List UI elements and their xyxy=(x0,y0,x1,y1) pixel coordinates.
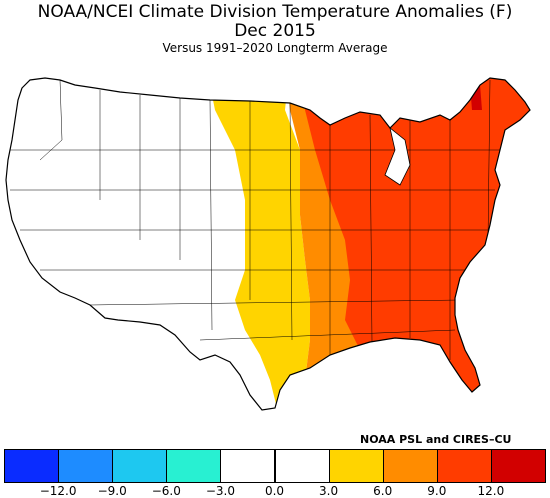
legend-tick-label: 0.0 xyxy=(264,484,285,498)
legend-swatch xyxy=(436,449,492,483)
map-date: Dec 2015 xyxy=(234,21,316,41)
legend-swatch xyxy=(220,449,276,483)
great-lakes xyxy=(384,126,411,186)
map-title: NOAA/NCEI Climate Division Temperature A… xyxy=(37,2,513,22)
map-subtitle: Versus 1991–2020 Longterm Average xyxy=(162,41,388,55)
color-legend xyxy=(4,449,546,483)
legend-tick-label: 9.0 xyxy=(427,484,447,498)
legend-swatch xyxy=(112,449,168,483)
legend-swatch xyxy=(382,449,438,483)
us-outline xyxy=(5,77,531,411)
legend-tick-label: −12.0 xyxy=(39,484,77,498)
legend-swatch xyxy=(4,449,60,483)
legend-tick-label: −3.0 xyxy=(205,484,235,498)
legend-tick-label: −6.0 xyxy=(151,484,181,498)
legend-swatch xyxy=(490,449,546,483)
legend-tick-label: 3.0 xyxy=(319,484,339,498)
division-boundaries xyxy=(8,79,500,360)
legend-swatch xyxy=(274,449,330,483)
legend-tick-label: −9.0 xyxy=(97,484,127,498)
legend-swatch xyxy=(328,449,384,483)
credit-text: NOAA PSL and CIRES–CU xyxy=(360,433,512,446)
legend-swatch xyxy=(166,449,222,483)
legend-swatch xyxy=(58,449,114,483)
legend-tick-label: 12.0 xyxy=(477,484,505,498)
legend-tick-label: 6.0 xyxy=(373,484,393,498)
